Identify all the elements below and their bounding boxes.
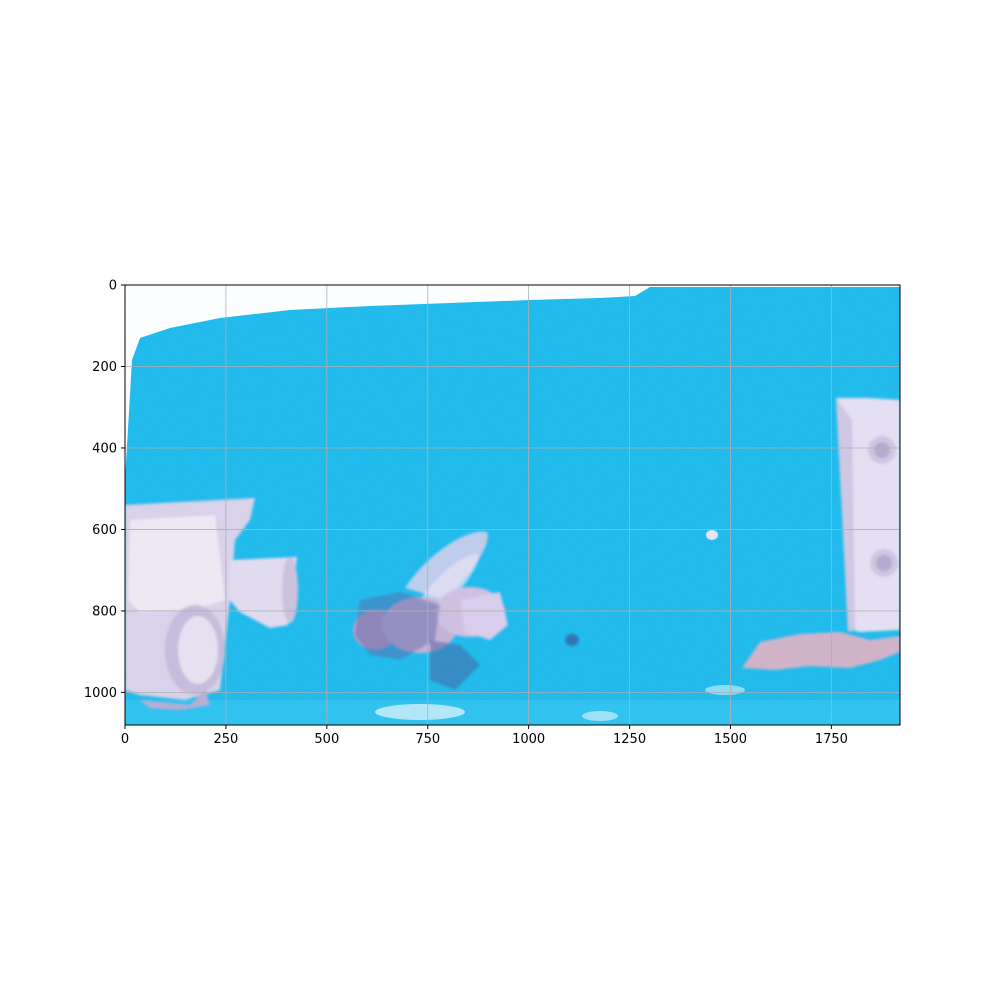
x-tick-label: 1250 (613, 732, 646, 747)
x-tick-label: 1750 (815, 732, 848, 747)
x-axis: 0 250 500 750 1000 1250 1500 1750 (121, 725, 848, 747)
y-tick-label: 0 (109, 279, 117, 294)
pink-debris (742, 632, 900, 670)
x-tick-label: 750 (415, 732, 440, 747)
y-tick-label: 400 (92, 441, 117, 456)
x-tick-label: 250 (213, 732, 238, 747)
x-tick-label: 500 (314, 732, 339, 747)
bracket-with-screws (836, 398, 900, 632)
x-tick-label: 1000 (512, 732, 545, 747)
plastic-tube-cluster (125, 498, 298, 710)
foam-bottom-strip (125, 700, 900, 725)
photo (125, 285, 900, 725)
y-tick-label: 200 (92, 360, 117, 375)
y-tick-label: 800 (92, 604, 117, 619)
y-tick-label: 600 (92, 523, 117, 538)
y-axis: 0 200 400 600 800 1000 (84, 279, 125, 701)
axes-frame (124, 284, 901, 726)
x-tick-label: 1500 (714, 732, 747, 747)
x-tick-label: 0 (121, 732, 129, 747)
y-tick-label: 1000 (84, 686, 117, 701)
